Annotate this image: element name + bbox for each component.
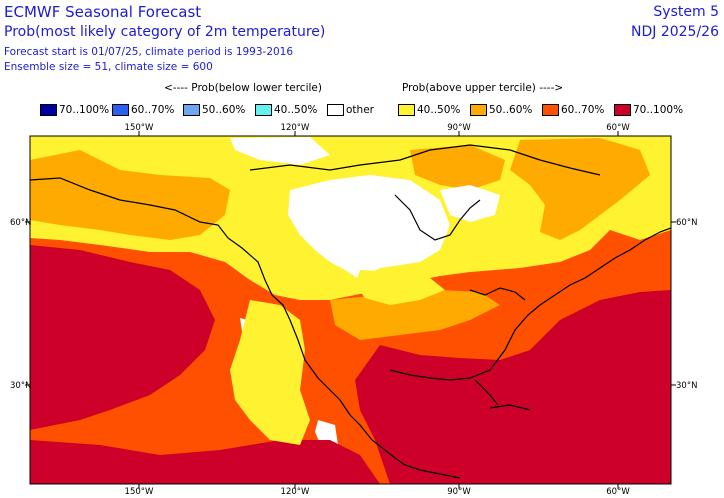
field-50-60-northeast <box>410 145 505 190</box>
lat-label-right: 30°N <box>676 381 697 391</box>
legend-label: 50..60% <box>489 104 533 116</box>
field-40-50-plains <box>355 270 445 305</box>
forecast-start-info: Forecast start is 01/07/25, climate peri… <box>4 46 294 58</box>
legend-swatch <box>542 104 559 116</box>
lon-label-top: 60°W <box>606 123 630 133</box>
lon-label-bottom: 60°W <box>606 487 630 497</box>
legend-label: 40..50% <box>417 104 461 116</box>
lat-label-left: 60°N <box>10 218 31 228</box>
coast-arctic <box>249 144 601 176</box>
forecast-period-label: NDJ 2025/26 <box>631 24 719 40</box>
lon-label-bottom: 150°W <box>125 487 154 497</box>
legend-label: 60..70% <box>131 104 175 116</box>
map-frame <box>29 135 672 485</box>
legend-label: 70..100% <box>59 104 110 116</box>
lon-label-top: 120°W <box>281 123 310 133</box>
coast-alaska <box>30 177 461 479</box>
field-50-60-central <box>330 290 500 340</box>
coastlines <box>30 144 671 479</box>
lon-label-bottom: 120°W <box>281 487 310 497</box>
lon-label-bottom: 90°W <box>447 487 471 497</box>
legend-item: 40..50% <box>255 102 317 118</box>
legend-label: 50..60% <box>202 104 246 116</box>
legend-swatch <box>327 104 344 116</box>
field-other-hudson <box>440 185 500 222</box>
legend-swatch <box>40 104 57 116</box>
legend-label: 40..50% <box>274 104 318 116</box>
field-other-arctic <box>230 137 330 165</box>
legend-item: other <box>327 102 374 118</box>
field-other-canada <box>288 175 450 280</box>
legend-swatch <box>112 104 129 116</box>
legend-item: 50..60% <box>470 102 532 118</box>
legend-label: 60..70% <box>561 104 605 116</box>
above-tercile-label: Prob(above upper tercile) ----> <box>402 82 564 94</box>
legend-swatch <box>614 104 631 116</box>
probability-fields <box>30 136 671 484</box>
legend-item: 50..60% <box>183 102 245 118</box>
field-70-100-south <box>30 440 380 484</box>
field-50-60-east <box>510 138 650 240</box>
below-tercile-label: <---- Prob(below lower tercile) <box>164 82 322 94</box>
coast-greatlakes <box>469 287 526 301</box>
legend-item: 40..50% <box>398 102 460 118</box>
coast-gulf <box>389 369 499 406</box>
legend-swatch <box>255 104 272 116</box>
coast-east <box>449 227 671 381</box>
legend-item: 60..70% <box>542 102 604 118</box>
ensemble-size-info: Ensemble size = 51, climate size = 600 <box>4 61 213 73</box>
lon-label-top: 150°W <box>125 123 154 133</box>
legend-item: 70..100% <box>40 102 109 118</box>
lat-label-left: 30°N <box>10 381 31 391</box>
coast-cuba <box>489 404 531 411</box>
forecast-map: 150°W 120°W 90°W 60°W 150°W 120°W 90°W 6… <box>10 123 697 497</box>
legend-label: 70..100% <box>633 104 684 116</box>
legend-swatch <box>183 104 200 116</box>
lon-label-top: 90°W <box>447 123 471 133</box>
field-70-100-pacific <box>30 245 215 430</box>
system-label: System 5 <box>653 4 719 20</box>
field-40-50-westcoast <box>230 300 310 445</box>
legend-item: 60..70% <box>112 102 174 118</box>
axis-ticks <box>25 131 676 489</box>
map-subtitle: Prob(most likely category of 2m temperat… <box>4 24 326 40</box>
map-title: ECMWF Seasonal Forecast <box>4 3 202 21</box>
field-70-100-gulf <box>355 290 671 484</box>
coast-hudson <box>394 194 481 241</box>
legend-item: 70..100% <box>614 102 683 118</box>
legend-swatch <box>470 104 487 116</box>
legend-swatch <box>398 104 415 116</box>
field-50-60-north <box>30 150 230 240</box>
legend-label: other <box>346 104 374 116</box>
lat-label-right: 60°N <box>676 218 697 228</box>
color-legend: 70..100% 60..70% 50..60% 40..50% other 4… <box>0 102 724 118</box>
